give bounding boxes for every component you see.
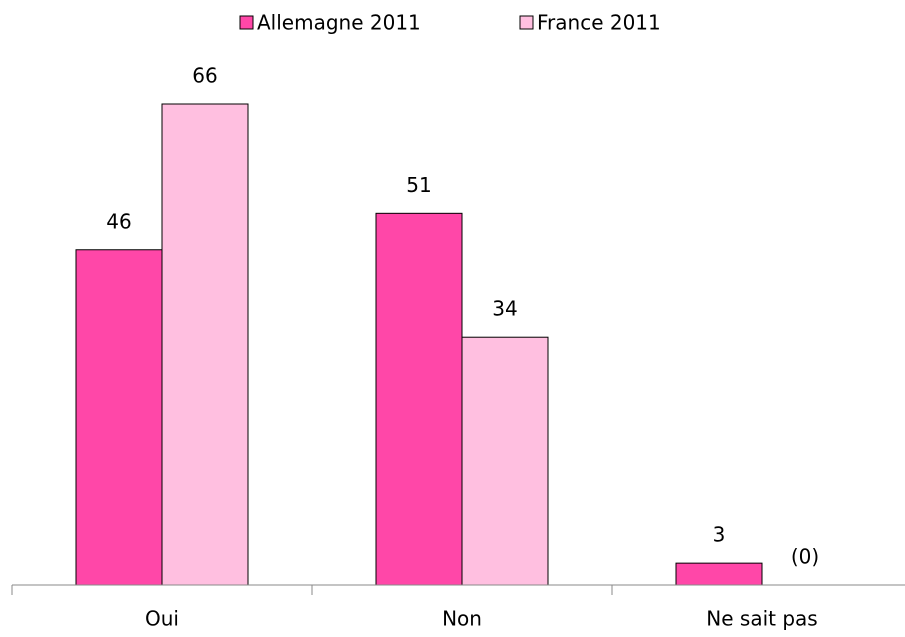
data-label: 46	[106, 209, 131, 233]
x-tick-label: Oui	[145, 607, 179, 631]
legend-label: France 2011	[537, 11, 661, 35]
bar	[375, 212, 463, 586]
bar	[161, 103, 249, 586]
data-label: 51	[406, 173, 431, 197]
data-label: (0)	[791, 545, 819, 569]
x-tick-label: Non	[442, 607, 482, 631]
bar	[461, 336, 549, 586]
data-label: 66	[192, 64, 217, 88]
legend-swatch	[239, 15, 254, 30]
data-label: 34	[492, 297, 517, 321]
legend-swatch	[519, 15, 534, 30]
bar	[675, 562, 763, 586]
x-tick-label: Ne sait pas	[706, 607, 817, 631]
data-label: 3	[713, 523, 726, 547]
legend-label: Allemagne 2011	[257, 11, 421, 35]
bar	[75, 249, 163, 586]
